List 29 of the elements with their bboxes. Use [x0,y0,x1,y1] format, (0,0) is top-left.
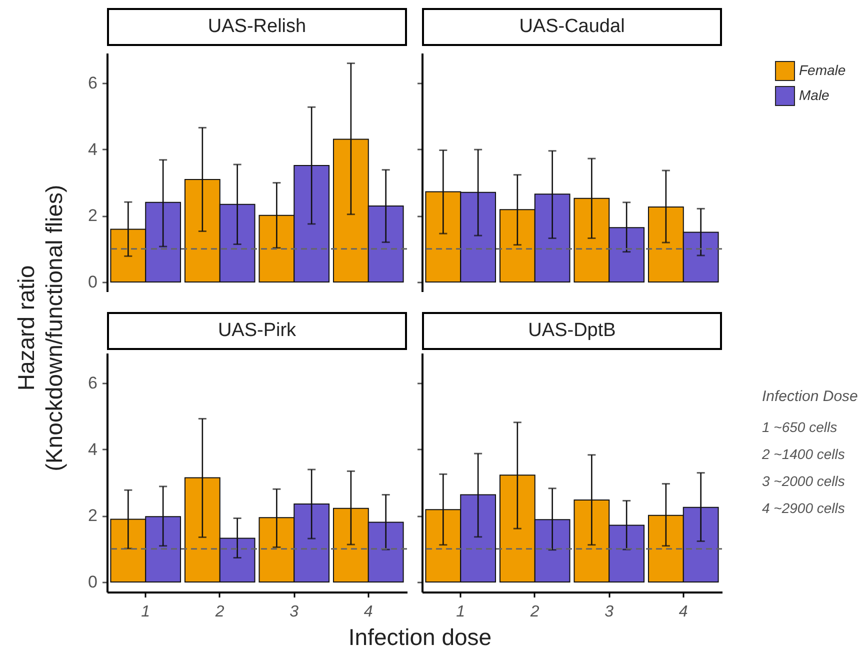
chart-title: UAS-Caudal [422,8,722,46]
text: 2 ~1400 cells [762,446,845,462]
y-tick-label: 6 [88,373,98,392]
x-tick-label: 1 [141,604,150,620]
y-tick-label: 0 [88,572,98,592]
y-tick-label: 6 [88,73,98,92]
y-axis-title: Hazard ratio (Knockdown/functional flies) [12,184,68,474]
text: 1 ~650 cells [762,419,838,435]
y-tick-label: 4 [88,440,98,459]
text: Infection Dose [762,388,858,405]
x-tick-label: 3 [290,604,299,620]
x-tick-label: 3 [604,604,614,620]
x-tick-label: 2 [529,604,540,620]
x-tick-label: 4 [678,604,688,620]
x-tick-label: 1 [456,604,466,620]
chart-title: UAS-DptB [422,312,722,350]
y-tick-label: 2 [88,206,98,226]
x-axis-title: Infection dose [347,624,493,651]
x-tick-label: 4 [364,604,373,620]
chart-title: UAS-Pirk [107,312,407,350]
y-tick-label: 0 [88,272,98,292]
text: 3 ~2000 cells [762,473,845,489]
legend-label: Female [799,62,846,78]
legend-label: Male [799,87,830,103]
x-tick-label: 2 [214,604,224,620]
y-tick-label: 4 [88,140,98,159]
y-tick-label: 2 [88,506,98,526]
text: 4 ~2900 cells [762,500,845,516]
chart-title: UAS-Relish [107,8,407,46]
